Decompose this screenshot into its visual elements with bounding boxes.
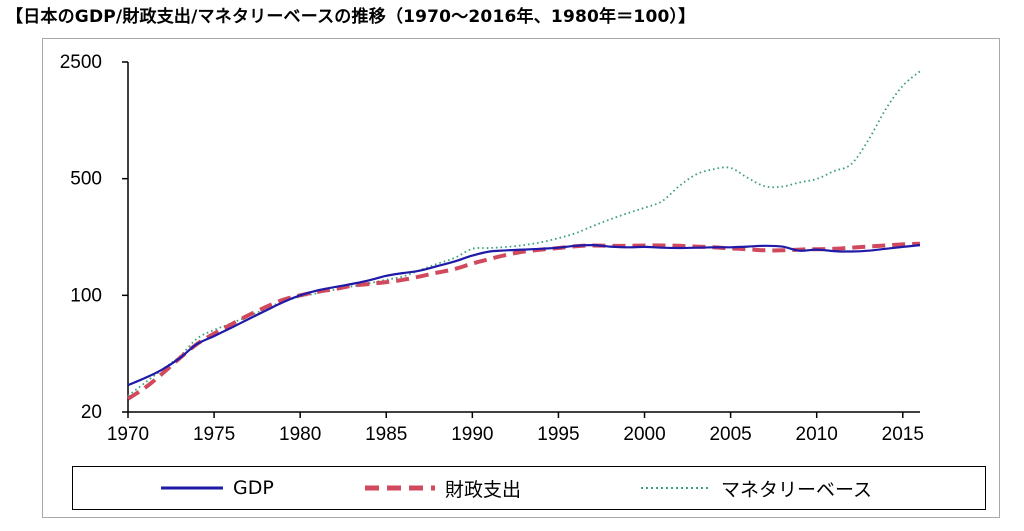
legend-swatch-monetary-base: [641, 487, 711, 489]
legend-label-fiscal: 財政支出: [445, 478, 522, 501]
chart-frame: [42, 38, 1000, 518]
x-tick-label: 2000: [623, 424, 665, 445]
x-tick-label: 1985: [365, 424, 407, 445]
x-tick-label: 1995: [537, 424, 579, 445]
y-tick-label: 100: [70, 285, 102, 306]
legend-label-gdp: GDP: [233, 477, 274, 499]
legend-item-monetary-base: マネタリーベース: [641, 467, 872, 509]
x-tick-label: 1970: [107, 424, 149, 445]
x-tick-label: 1990: [451, 424, 493, 445]
monetary-base-line: [127, 70, 921, 397]
x-tick-label: 2015: [882, 424, 924, 445]
legend: GDP 財政支出 マネタリーベース: [72, 466, 986, 510]
x-tick-label: 1975: [193, 424, 235, 445]
legend-swatch-gdp: [161, 486, 223, 490]
gdp-line: [127, 243, 921, 387]
chart-title: 【日本のGDP/財政支出/マネタリーベースの推移（1970～2016年、1980…: [6, 7, 696, 27]
legend-item-gdp: GDP: [161, 467, 274, 509]
x-tick-label: 1980: [279, 424, 321, 445]
legend-label-monetary-base: マネタリーベース: [721, 478, 873, 501]
y-tick-label: 2500: [60, 52, 102, 73]
x-tick-label: 2005: [709, 424, 751, 445]
fiscal-spending-line: [126, 241, 921, 401]
legend-swatch-fiscal: [365, 485, 435, 491]
x-tick-label: 2010: [796, 424, 838, 445]
y-tick-label: 500: [70, 169, 102, 190]
y-tick-label: 20: [81, 402, 102, 423]
legend-item-fiscal: 財政支出: [365, 467, 521, 509]
